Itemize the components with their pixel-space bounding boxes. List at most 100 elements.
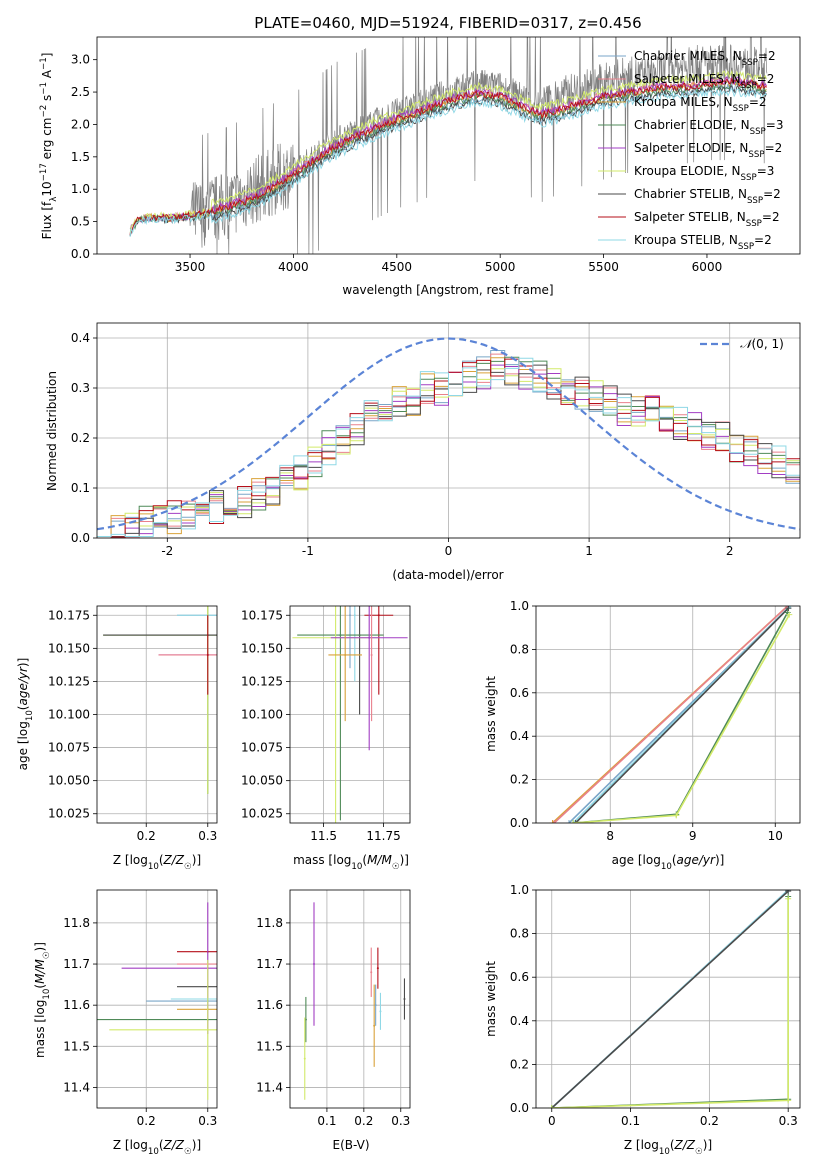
y-tick-label: 0.2 (510, 1057, 529, 1071)
point-salpeter-elodie (313, 963, 315, 966)
point-salpeter-miles (370, 971, 373, 974)
x-tick-label: 8 (606, 829, 614, 843)
legend-label-kroupa-elodie: Kroupa ELODIE, NSSP=3 (634, 164, 774, 183)
point-kroupa-stelib (353, 614, 356, 617)
x-tick-label: -1 (302, 544, 314, 558)
x-tick-label: 0.2 (354, 1114, 373, 1128)
y-tick-label: 10.050 (48, 774, 90, 788)
y-tick-label: 1.0 (510, 883, 529, 897)
y-tick-label: 10.025 (241, 807, 283, 821)
y-tick-label: 11.5 (63, 1039, 90, 1053)
y-tick-label: 11.8 (63, 916, 90, 930)
point-salpeter-stelib (377, 614, 380, 617)
plot-area (303, 902, 406, 1100)
x-tick-label: 0.3 (198, 829, 217, 843)
axes-frame (289, 889, 411, 1109)
plot-area (129, 37, 768, 254)
x-tick-label: 0.2 (137, 1114, 156, 1128)
x-tick-label: 5500 (588, 260, 619, 274)
plot-area (103, 606, 217, 794)
marker-chabrier-stelib (572, 820, 579, 823)
marker-kroupa-elodie (785, 895, 792, 902)
marker-salpeter-miles (551, 820, 558, 823)
figure-title: PLATE=0460, MJD=51924, FIBERID=0317, z=0… (254, 14, 641, 32)
y-axis-label: mass [log10(M/M☉)] (33, 942, 52, 1058)
axes-frame (96, 322, 801, 539)
point-chabrier-miles (374, 1004, 377, 1007)
point-chabrier-stelib (403, 998, 406, 1000)
model-line-kroupa-elodie (129, 69, 767, 234)
x-tick-label: 0.3 (198, 1114, 217, 1128)
x-tick-label: 0.1 (317, 1114, 336, 1128)
x-tick-label: 0.1 (621, 1114, 640, 1128)
x-tick-label: 0 (548, 1114, 556, 1128)
y-axis-label: mass weight (484, 676, 498, 752)
y-tick-label: 0.4 (510, 1014, 529, 1028)
y-tick-label: 1.0 (510, 599, 529, 613)
model-line-kroupa-stelib (129, 87, 767, 237)
point-chabrier-elodie (339, 634, 342, 637)
mass-weight-vs-metallicity-panel: 0 0.1 0.2 0.3 0.0 0.2 0.4 0.6 0.8 1.0 Z [log10(Z/Z… (484, 883, 801, 1157)
y-tick-label: 10.125 (241, 674, 283, 688)
axes-frame (96, 605, 218, 824)
cumulative-line-salpeter-miles (553, 606, 789, 823)
x-tick-label: 0.3 (391, 1114, 410, 1128)
legend-label-chabrier-stelib: Chabrier STELIB, NSSP=2 (634, 187, 781, 206)
point-salpeter-elodie (368, 636, 371, 639)
mass-vs-metallicity-panel: 0.2 0.3 11.4 11.5 11.6 11.7 11.8 Z [log10(Z/Z☉)… (33, 889, 218, 1157)
x-axis-label: (data-model)/error (392, 568, 503, 582)
residuals-panel: -2 -1 0 1 2 0.0 0.1 0.2 0.3 0.4 (data-model)/error… (45, 322, 801, 582)
x-tick-label: -2 (161, 544, 173, 558)
y-tick-label: 0.1 (71, 481, 90, 495)
x-tick-label: 6000 (692, 260, 723, 274)
axes-frame (535, 605, 801, 824)
y-tick-label: 1.0 (71, 182, 90, 196)
x-axis-label: Z [log10(Z/Z☉)] (113, 1138, 201, 1157)
point-kroupa-miles (373, 1024, 376, 1027)
age-vs-metallicity-panel: 0.2 0.3 10.025 10.050 10.075 10.100 10.125 10.1… (16, 605, 218, 872)
y-axis-label: Normed distribution (45, 371, 59, 491)
point-chabrier-elodie (304, 1018, 307, 1021)
mass-vs-ebv-panel: 0.1 0.2 0.3 11.4 11.5 11.6 11.7 11.8 E(B-V) (256, 889, 411, 1152)
axes-frame (535, 889, 801, 1109)
y-tick-label: 10.175 (241, 608, 283, 622)
x-axis-label: wavelength [Angstrom, rest frame] (342, 283, 553, 297)
axes-frame (96, 889, 218, 1109)
y-tick-label: 2.5 (71, 85, 90, 99)
y-tick-label: 10.050 (241, 774, 283, 788)
legend-label-salpeter-elodie: Salpeter ELODIE, NSSP=2 (634, 141, 782, 160)
x-tick-label: 2 (726, 544, 734, 558)
marker-chabrier-miles (566, 820, 572, 823)
legend-label-salpeter-miles: Salpeter MILES, NSSP=2 (634, 72, 774, 91)
normal-curve-line (97, 337, 800, 531)
y-axis-label: mass weight (484, 961, 498, 1037)
point-kroupa-stelib (379, 1010, 382, 1013)
y-tick-label: 10.175 (48, 608, 90, 622)
legend-label-chabrier-elodie: Chabrier ELODIE, NSSP=3 (634, 118, 783, 137)
y-tick-label: 10.100 (48, 708, 90, 722)
y-tick-label: 0.6 (510, 686, 529, 700)
age-vs-mass-panel: 11.5 11.75 10.025 10.050 10.075 10.100 10.125 1… (241, 605, 411, 872)
marker-kroupa-elodie (785, 1097, 792, 1104)
x-tick-label: 3500 (175, 260, 206, 274)
cumulative-line-chabrier-stelib (551, 890, 789, 1108)
point-chabrier-miles (349, 614, 351, 617)
x-tick-label: 0.3 (779, 1114, 798, 1128)
legend-label-normal: 𝒩(0, 1) (740, 337, 784, 351)
y-tick-label: 3.0 (71, 53, 90, 67)
marker-kroupa-elodie (548, 1105, 555, 1108)
x-tick-label: 5000 (485, 260, 516, 274)
marker-kroupa-elodie (786, 611, 793, 618)
y-tick-label: 10.150 (48, 641, 90, 655)
legend-label-salpeter-stelib: Salpeter STELIB, NSSP=2 (634, 210, 780, 229)
y-tick-label: 1.5 (71, 150, 90, 164)
marker-kroupa-miles (549, 820, 556, 823)
y-tick-label: 11.6 (63, 998, 90, 1012)
point-salpeter-miles (370, 653, 373, 656)
point-salpeter-stelib (376, 967, 379, 970)
marker-chabrier-stelib (785, 890, 792, 895)
y-tick-label: 10.125 (48, 674, 90, 688)
marker-kroupa-elodie (673, 812, 680, 819)
y-tick-label: 11.6 (256, 998, 283, 1012)
x-axis-label: Z [log10(Z/Z☉)] (113, 853, 201, 872)
